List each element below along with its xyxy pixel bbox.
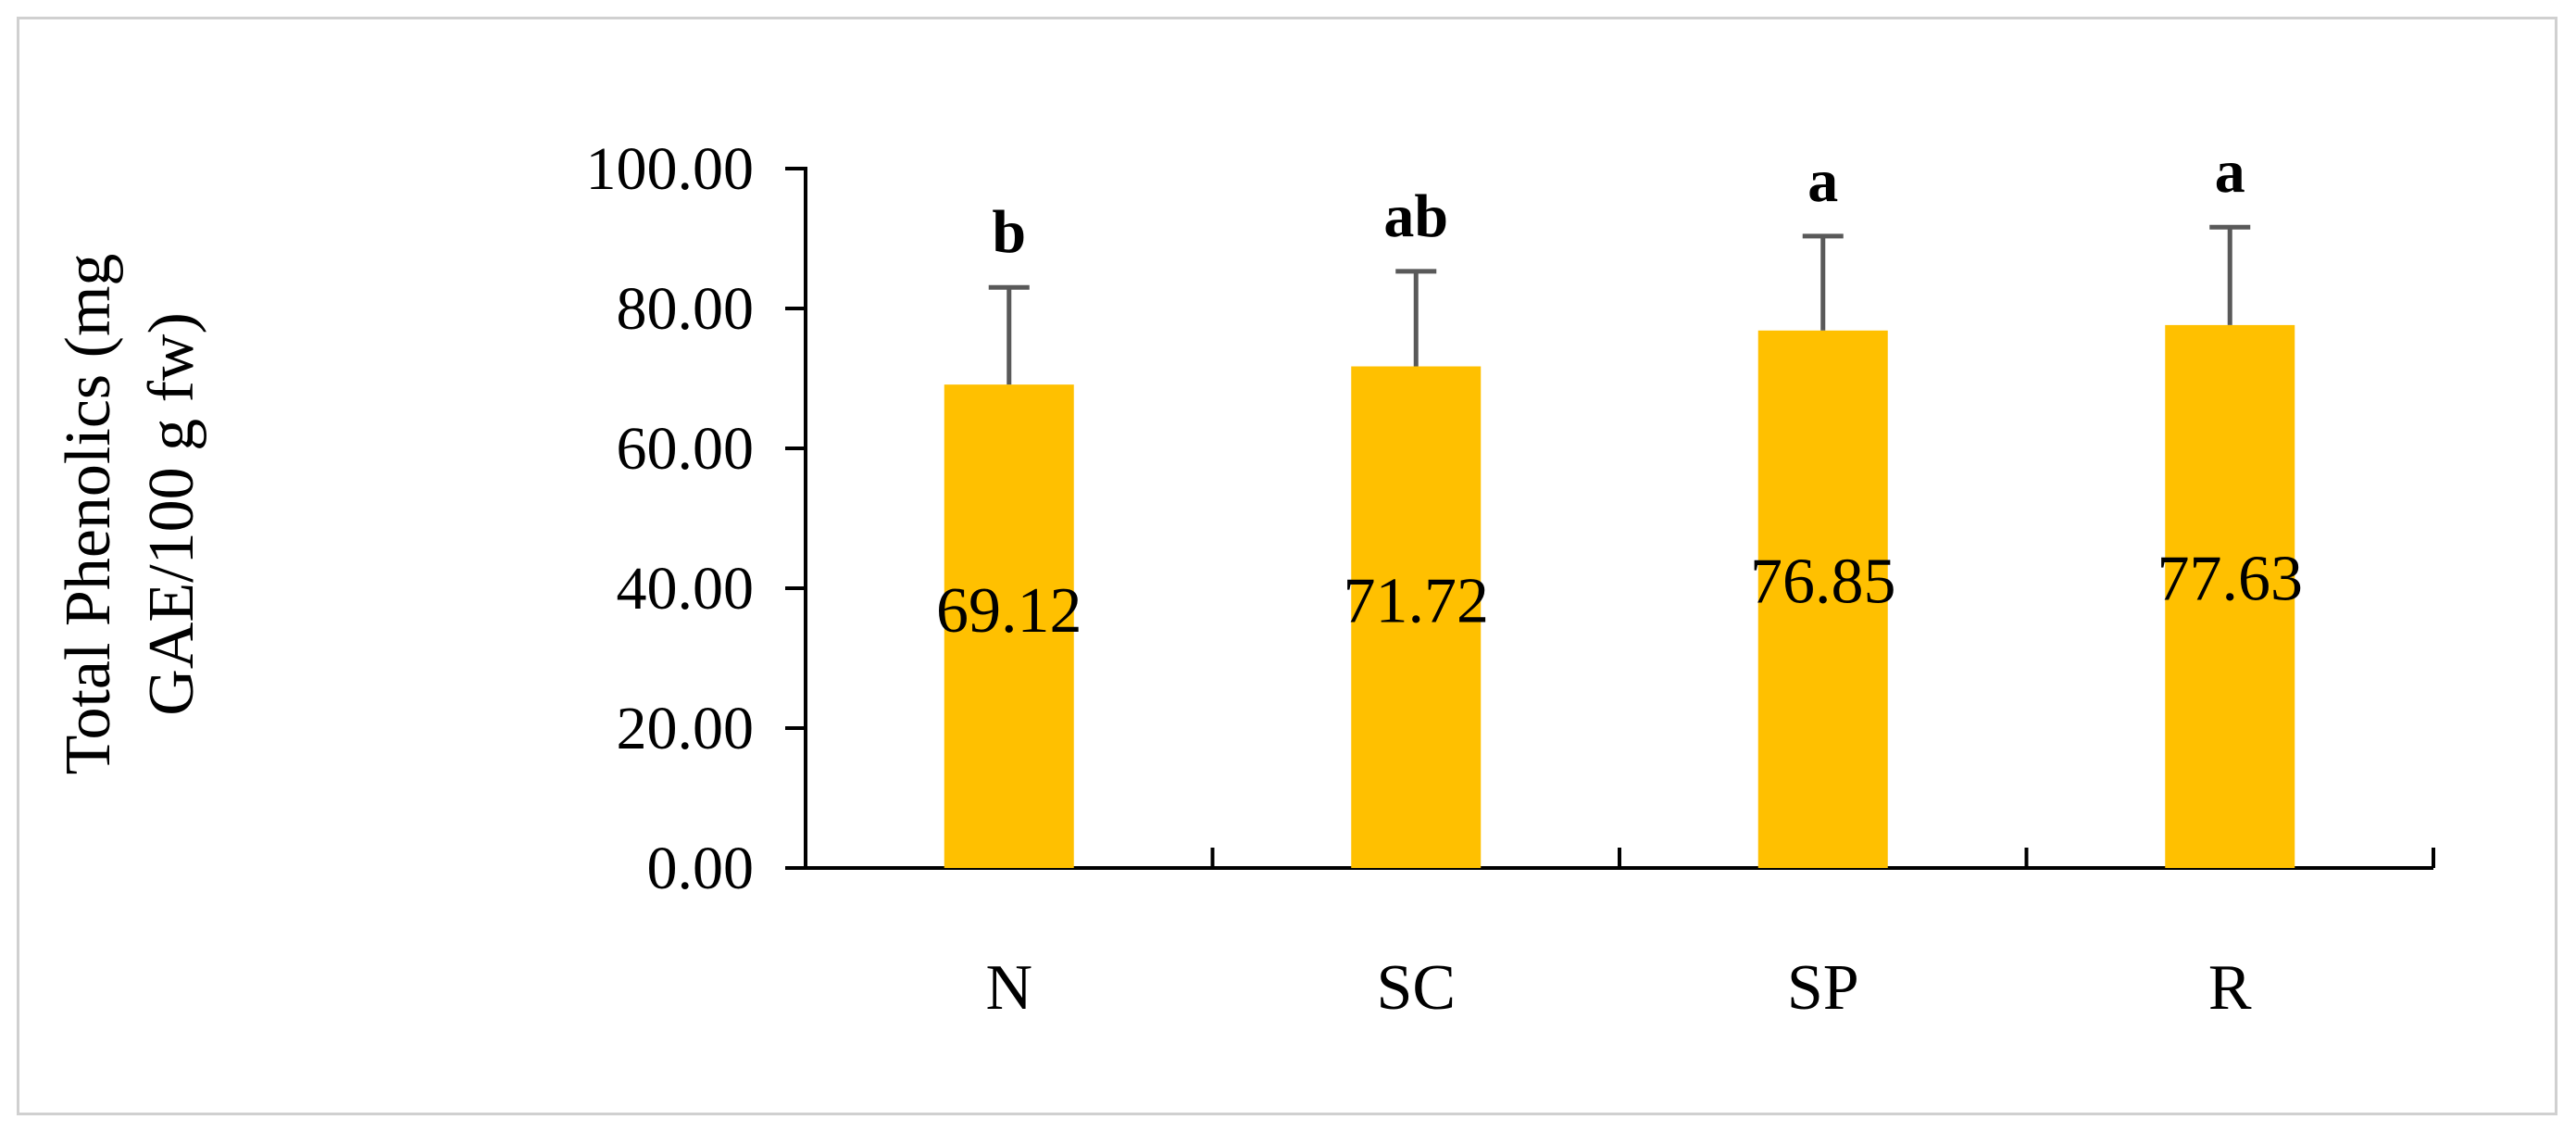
y-tick-label: 20.00 bbox=[617, 695, 755, 762]
bar-n bbox=[944, 384, 1074, 868]
x-ticks: N SC SP R bbox=[985, 848, 2435, 1024]
significance-letter: b bbox=[992, 198, 1026, 266]
y-axis-label-line: GAE/100 g fw) bbox=[136, 312, 207, 715]
x-tick-label: R bbox=[2208, 952, 2252, 1024]
data-label: 77.63 bbox=[2157, 543, 2304, 614]
y-tick-label: 40.00 bbox=[617, 555, 755, 623]
y-tick-label: 80.00 bbox=[617, 275, 755, 343]
y-tick-label: 0.00 bbox=[647, 835, 755, 902]
chart-frame bbox=[17, 17, 2557, 1115]
y-ticks: 0.00 20.00 40.00 60.00 80.00 100.00 bbox=[586, 135, 806, 902]
y-axis-label: Total Phenolics (mg GAE/100 g fw) bbox=[53, 254, 207, 775]
data-label: 69.12 bbox=[936, 575, 1082, 647]
significance-letter: a bbox=[1807, 147, 1838, 215]
y-axis-label-line: Total Phenolics (mg bbox=[53, 254, 124, 775]
significance-letter: ab bbox=[1383, 182, 1448, 250]
data-label: 71.72 bbox=[1344, 565, 1490, 636]
bar-r bbox=[2165, 324, 2295, 868]
data-label: 76.85 bbox=[1750, 547, 1896, 618]
x-tick-label: SC bbox=[1376, 952, 1456, 1024]
bars: 69.12 b 71.72 ab 76.85 a 77.63 a bbox=[936, 138, 2304, 869]
significance-letter: a bbox=[2215, 138, 2245, 206]
y-tick-label: 60.00 bbox=[617, 415, 755, 483]
x-tick-label: N bbox=[985, 952, 1032, 1024]
bar-sc bbox=[1351, 366, 1482, 868]
bar-sp bbox=[1757, 330, 1888, 869]
y-tick-label: 100.00 bbox=[586, 135, 755, 203]
x-tick-label: SP bbox=[1787, 952, 1859, 1024]
